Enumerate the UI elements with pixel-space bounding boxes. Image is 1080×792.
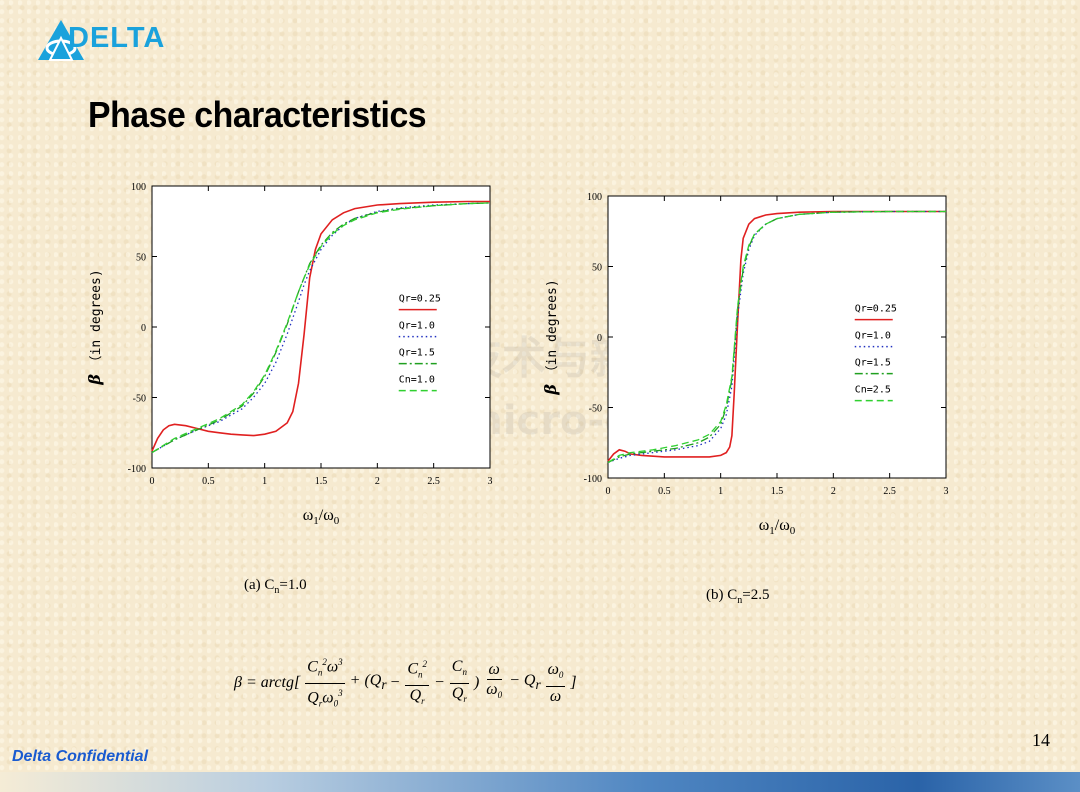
chart-a-svg: 0 0.5 1 1.5 2 2.5 3 100 50 0 -50 -100 β （in degrees)…: [85, 182, 493, 527]
chart-a-ytick-label-3: -50: [133, 394, 146, 405]
formula-minus-2: −: [433, 674, 445, 692]
chart-a-xlabel: ω1/ω0: [303, 507, 340, 527]
formula-frac-1-den: Q: [307, 688, 319, 706]
caption-b-sub: n: [737, 595, 743, 606]
chart-b-ytick-label-4: -100: [584, 474, 602, 485]
chart-a-ytick-label-0: 100: [131, 182, 146, 193]
formula-close: ): [473, 674, 480, 692]
chart-a-ytick-label-4: -100: [128, 464, 146, 475]
chart-b-series-3: [607, 210, 946, 464]
chart-b-legend-label-1: Qr=1.0: [855, 331, 891, 342]
chart-a-legend-label-3: Cn=1.0: [399, 375, 435, 386]
formula-frac-1: Cn2ω3 Qrω03: [305, 654, 345, 712]
chart-b-ytick-label-3: -50: [589, 404, 602, 415]
formula-frac-1-num: C: [307, 658, 318, 676]
chart-a-series-0: [151, 200, 490, 452]
confidential-label: Delta Confidential: [12, 748, 149, 765]
chart-b: 0 0.5 1 1.5 2 2.5 3 100 50 0 -50 -100 β （in degrees)…: [536, 186, 966, 542]
chart-b-xlabel: ω1/ω0: [759, 517, 796, 537]
chart-b-xtick-label-4: 2: [831, 486, 836, 497]
chart-b-xtick-label-0: 0: [606, 486, 611, 497]
chart-b-plot-area: [607, 195, 947, 479]
chart-b-ylabel-text: （in degrees): [545, 279, 560, 378]
chart-a-ylabel: β （in degrees): [85, 269, 104, 385]
delta-triangle-icon: [38, 20, 84, 61]
chart-b-ytick-label-2: 0: [597, 333, 602, 344]
chart-a-xtick-label-6: 3: [488, 476, 493, 487]
chart-b-xtick-label-2: 1: [718, 486, 723, 497]
chart-b-legend-label-0: Qr=0.25: [855, 304, 897, 315]
brand-name: DELTA: [68, 22, 166, 54]
chart-a-legend-label-0: Qr=0.25: [399, 294, 441, 305]
chart-a-ylabel-symbol: β: [85, 368, 104, 385]
chart-a-xtick-label-3: 1.5: [315, 476, 328, 487]
chart-a-xtick-label-1: 0.5: [202, 476, 215, 487]
formula-minus-3: − Qr: [509, 672, 541, 693]
delta-logo: [36, 16, 186, 66]
chart-a-ytick-label-1: 50: [136, 253, 146, 264]
chart-a-ylabel-text: （in degrees): [89, 269, 104, 368]
chart-a-legend-label-1: Qr=1.0: [399, 321, 435, 332]
formula-frac-2: Cn2 Qr: [405, 656, 429, 710]
chart-a-xtick-label-5: 2.5: [427, 476, 440, 487]
formula-minus-1: −: [389, 674, 401, 692]
chart-b-xtick-label-1: 0.5: [658, 486, 671, 497]
chart-b-legend-label-2: Qr=1.5: [855, 358, 891, 369]
chart-a: 0 0.5 1 1.5 2 2.5 3 100 50 0 -50 -100 β （in degrees)…: [80, 176, 510, 532]
chart-b-series-0: [607, 210, 946, 462]
caption-a-sub: n: [274, 585, 280, 596]
caption-a: (a) Cn=1.0: [244, 577, 307, 596]
formula-frac-4: ω ω0: [486, 661, 503, 701]
formula-frac-3: Cn Qr: [449, 658, 469, 704]
caption-a-val: =1.0: [279, 577, 307, 593]
phase-formula: β = arctg[ Cn2ω3 Qrω03 + (Qr − Cn2 Qr − …: [234, 654, 577, 712]
caption-a-main: (a) C: [244, 577, 275, 593]
chart-a-xtick-label-0: 0: [150, 476, 155, 487]
formula-lhs: β = arctg[: [234, 674, 301, 692]
formula-frac-5: ω0 ω: [545, 661, 566, 705]
chart-b-ytick-label-1: 50: [592, 263, 602, 274]
chart-a-xtick-label-2: 1: [262, 476, 267, 487]
chart-a-xtick-label-4: 2: [375, 476, 380, 487]
caption-b: (b) Cn=2.5: [706, 587, 769, 606]
chart-a-series-3: [151, 202, 491, 454]
caption-b-val: =2.5: [742, 587, 770, 603]
chart-a-legend-label-2: Qr=1.5: [399, 348, 435, 359]
chart-b-xtick-label-5: 2.5: [883, 486, 896, 497]
chart-b-xtick-label-3: 1.5: [771, 486, 784, 497]
chart-b-ytick-label-0: 100: [587, 192, 602, 203]
footer-bar: [0, 772, 1080, 792]
chart-a-series-1: [151, 202, 491, 454]
chart-b-svg: 0 0.5 1 1.5 2 2.5 3 100 50 0 -50 -100 β （in degrees)…: [541, 192, 949, 537]
chart-b-ylabel-symbol: β: [541, 378, 560, 395]
chart-b-xtick-label-6: 3: [944, 486, 949, 497]
chart-b-ylabel: β （in degrees): [541, 279, 560, 395]
formula-plus: + (Qr: [349, 672, 387, 693]
slide-title: Phase characteristics: [88, 94, 427, 135]
caption-b-main: (b) C: [706, 587, 738, 603]
chart-b-legend-label-3: Cn=2.5: [855, 385, 891, 396]
formula-end: ]: [570, 674, 577, 692]
page-number: 14: [1032, 730, 1050, 750]
chart-a-ytick-label-2: 0: [141, 323, 146, 334]
